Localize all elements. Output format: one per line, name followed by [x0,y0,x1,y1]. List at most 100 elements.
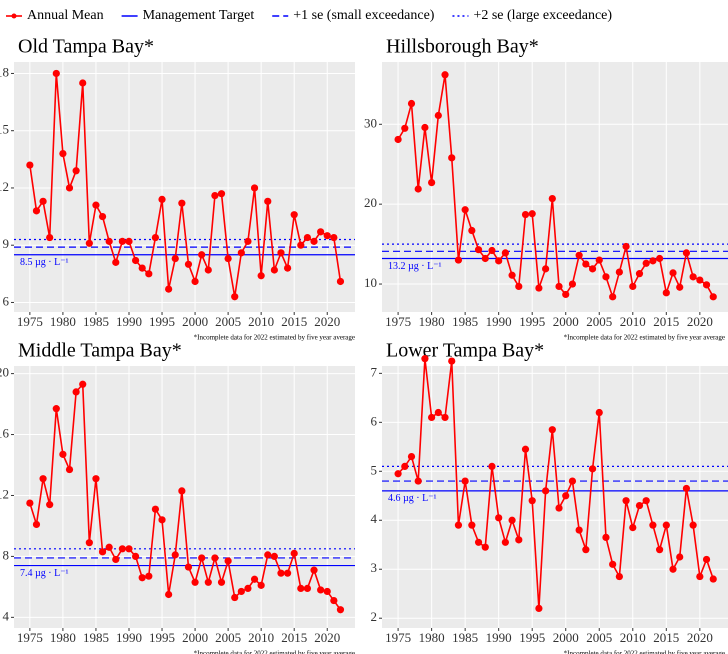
data-point [65,184,74,192]
data-point [46,501,54,509]
data-point [689,521,697,529]
data-point [468,226,476,235]
data-point [204,266,212,274]
data-point [635,270,644,278]
data-point [629,282,637,291]
data-point [696,276,704,284]
data-point [676,283,684,291]
legend-label: +2 se (large exceedance) [473,8,612,23]
data-point [26,161,34,169]
data-point [548,194,556,203]
data-point [461,206,469,214]
target-label: 8.5 µg · L⁻¹ [20,257,68,268]
x-tick-label: 1990 [116,630,142,645]
data-point [568,477,577,485]
data-point [434,408,442,417]
panel-title: Hillsborough Bay* [386,36,539,58]
data-point [231,293,239,301]
x-tick-label: 2015 [653,630,679,645]
annotation: *Incomplete data for 2022 estimated by f… [194,650,355,654]
data-point [461,477,469,485]
data-point [495,514,503,522]
data-point [394,470,402,478]
data-point [602,533,610,542]
x-tick-label: 1980 [419,630,445,645]
data-point [310,237,318,245]
x-tick-label: 2015 [281,630,307,645]
data-point [79,79,87,87]
data-point [165,590,173,599]
data-point [277,249,285,257]
data-point [217,578,226,586]
x-tick-label: 1975 [17,314,43,329]
data-point [528,497,536,505]
data-point [105,543,113,551]
panel-title: Middle Tampa Bay* [18,340,182,362]
data-point [609,560,617,568]
data-point [535,284,543,292]
x-tick-label: 1975 [385,630,411,645]
x-tick-label: 1980 [50,314,76,329]
x-tick-label: 2005 [586,314,612,329]
data-point [257,272,265,280]
data-point [158,195,166,204]
data-point [602,273,610,281]
data-point [303,233,312,242]
data-point [231,593,239,602]
data-point [562,492,570,500]
data-point [145,270,153,278]
annotation: *Incomplete data for 2022 estimated by f… [564,334,725,342]
data-point [555,282,563,291]
y-tick-label: 15 [0,122,9,137]
data-point [277,569,285,577]
data-point [656,546,664,554]
data-point [669,269,677,277]
y-tick-label: 4 [3,608,10,623]
data-point [656,254,664,263]
data-point [237,249,245,257]
x-tick-label: 2010 [620,314,646,329]
data-point [283,569,292,577]
data-point [622,497,630,505]
data-point [184,260,193,268]
target-label: 7.4 µg · L⁻¹ [20,568,68,579]
data-point [151,233,160,242]
x-tick-label: 1975 [17,630,43,645]
data-point [244,584,252,592]
y-tick-label: 12 [0,179,9,194]
y-tick-label: 20 [0,365,9,380]
y-tick-label: 6 [3,293,10,308]
x-tick-label: 2020 [314,314,340,329]
data-point [59,450,67,458]
data-point [702,555,711,564]
data-point [290,211,298,219]
data-point [407,452,416,461]
data-point [211,554,219,562]
legend-label: Management Target [143,8,255,23]
data-point [330,233,338,242]
data-point [165,285,173,293]
data-point [642,497,650,505]
x-tick-label: 1980 [50,630,76,645]
y-tick-label: 20 [364,195,377,210]
data-point [85,539,93,547]
data-point [270,552,278,561]
x-tick-label: 2015 [653,314,679,329]
data-point [481,543,489,551]
data-point [548,426,556,434]
y-tick-label: 5 [371,462,378,477]
y-tick-label: 8 [3,547,10,562]
y-tick-label: 16 [0,426,10,441]
data-point [92,201,100,209]
x-tick-label: 2020 [314,630,340,645]
data-point [191,578,199,586]
y-tick-label: 4 [371,511,378,526]
data-point [72,167,80,175]
data-point [211,191,219,200]
data-point [521,210,530,219]
x-tick-label: 2000 [553,314,579,329]
x-tick-label: 1995 [149,630,175,645]
data-point [394,135,402,144]
data-point [575,526,583,534]
